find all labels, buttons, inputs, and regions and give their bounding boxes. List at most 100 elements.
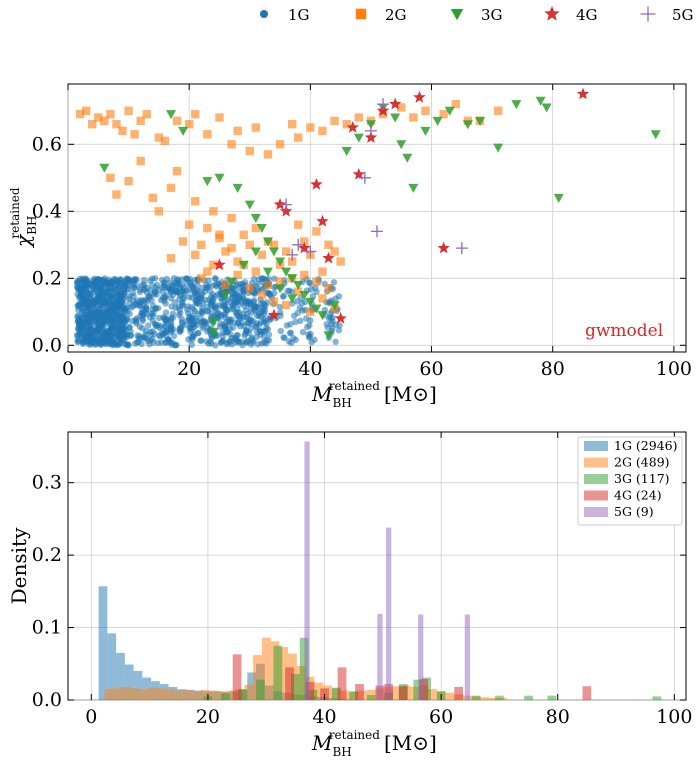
point-1G <box>183 287 190 294</box>
legend-label-4G: 4G <box>576 6 598 24</box>
scatter-ytick-label: 0.0 <box>32 334 62 356</box>
scatter-ytick-label: 0.4 <box>32 200 62 222</box>
legend-label-2G: 2G <box>385 6 407 24</box>
point-1G <box>238 298 246 306</box>
point-3G <box>493 143 504 153</box>
point-3G <box>462 120 473 130</box>
bar-3G <box>471 695 481 700</box>
hist-legend-label-1G: 1G (2946) <box>614 438 677 453</box>
point-1G <box>175 277 182 284</box>
point-2G <box>81 106 91 115</box>
point-1G <box>332 338 339 346</box>
point-1G <box>303 323 311 331</box>
point-1G <box>79 307 86 314</box>
point-1G <box>120 289 128 296</box>
point-3G <box>99 163 110 173</box>
point-1G <box>75 301 82 309</box>
point-2G <box>172 166 182 176</box>
scatter-xlabel-main: M <box>311 382 333 406</box>
point-1G <box>250 298 257 306</box>
point-1G <box>91 299 99 306</box>
point-1G <box>235 338 242 345</box>
legend-label-5G: 5G <box>672 6 694 24</box>
legend-marker-3G <box>450 9 464 21</box>
point-1G <box>212 303 219 311</box>
point-1G <box>118 299 126 306</box>
point-1G <box>152 275 159 282</box>
point-2G <box>233 257 242 266</box>
bar-3G <box>524 695 533 700</box>
point-1G <box>155 305 162 312</box>
point-1G <box>214 291 222 298</box>
point-3G <box>317 311 328 321</box>
hist-legend-swatch-2G <box>584 457 608 468</box>
point-1G <box>78 291 85 298</box>
point-2G <box>130 130 139 139</box>
point-1G <box>336 322 343 329</box>
point-2G <box>142 109 151 119</box>
point-2G <box>257 290 267 300</box>
point-1G <box>117 276 124 283</box>
point-1G <box>182 321 189 329</box>
point-1G <box>307 317 314 324</box>
point-4G <box>364 131 378 143</box>
point-1G <box>261 319 268 326</box>
point-1G <box>248 335 255 343</box>
point-1G <box>74 285 82 293</box>
point-2G <box>257 250 267 260</box>
point-1G <box>279 293 287 300</box>
hist-legend-swatch-4G <box>584 490 608 501</box>
point-2G <box>287 120 297 129</box>
point-4G <box>213 258 226 271</box>
point-1G <box>112 333 119 341</box>
hist-xtick-label: 40 <box>312 706 336 728</box>
point-2G <box>451 99 460 109</box>
bar-3G <box>413 679 423 700</box>
point-2G <box>203 130 212 139</box>
point-1G <box>104 306 112 313</box>
hist-ytick-label: 0.3 <box>32 472 62 494</box>
point-5G <box>455 242 468 255</box>
point-1G <box>147 277 154 284</box>
point-1G <box>139 316 146 323</box>
point-2G <box>378 109 388 119</box>
point-1G <box>244 297 252 305</box>
point-2G <box>354 113 364 122</box>
bar-4G <box>355 684 364 700</box>
bar-2G <box>191 691 201 700</box>
point-1G <box>218 339 225 346</box>
point-1G <box>335 327 343 334</box>
point-1G <box>178 281 185 288</box>
point-3G <box>250 214 261 223</box>
hist-xtick-label: 0 <box>85 706 97 728</box>
point-1G <box>102 311 109 319</box>
point-1G <box>130 292 137 300</box>
hist-xtick-label: 80 <box>546 706 570 728</box>
point-4G <box>316 214 329 227</box>
histogram-legend: 1G (2946) 2G (489)3G (117) 4G (24)5G (9) <box>577 436 683 526</box>
point-1G <box>330 279 338 286</box>
point-1G <box>208 340 215 347</box>
bar-2G <box>156 688 166 700</box>
hist-legend-swatch-3G <box>584 474 608 484</box>
point-1G <box>261 333 268 341</box>
bar-2G <box>244 684 254 700</box>
point-1G <box>94 288 101 295</box>
point-1G <box>73 278 81 286</box>
scatter-ytick-label: 0.6 <box>32 133 62 155</box>
point-1G <box>93 326 101 333</box>
bar-2G <box>209 690 219 700</box>
point-1G <box>290 312 298 319</box>
point-2G <box>245 240 254 249</box>
point-3G <box>214 173 225 183</box>
point-2G <box>342 120 351 129</box>
point-1G <box>133 315 140 322</box>
point-2G <box>318 267 327 276</box>
point-2G <box>300 237 309 246</box>
point-1G <box>121 282 129 289</box>
hist-legend-swatch-5G <box>584 507 608 517</box>
point-1G <box>297 317 304 325</box>
legend-marker-5G <box>640 6 656 22</box>
point-1G <box>150 339 157 346</box>
point-2G <box>409 113 418 122</box>
